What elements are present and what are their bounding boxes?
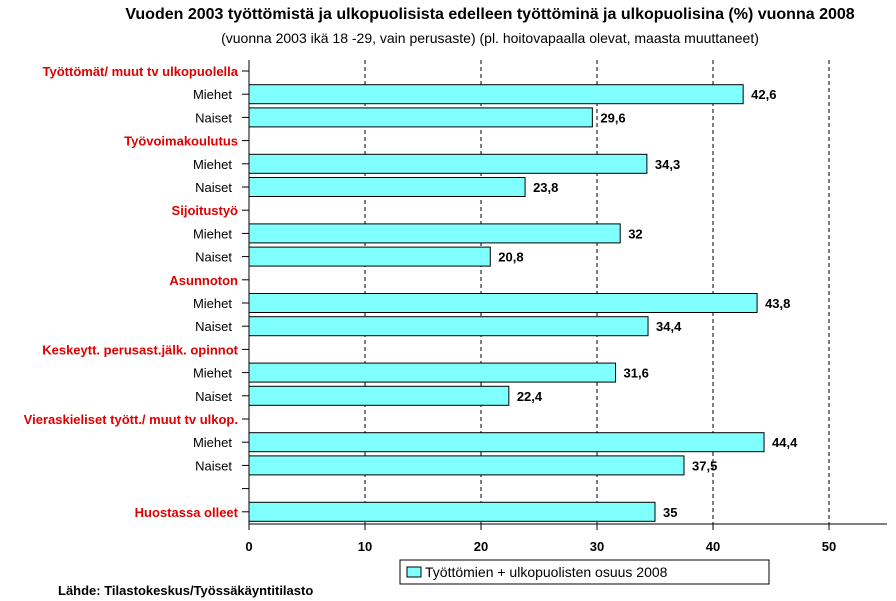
category-label: Miehet [193, 366, 232, 381]
bar [248, 177, 526, 197]
legend-swatch [406, 566, 422, 578]
group-label: Sijoitustyö [172, 203, 239, 218]
x-tick-label-2: 20 [474, 539, 488, 554]
value-label: 35 [663, 505, 677, 520]
plot-area [249, 60, 887, 524]
bar [248, 501, 656, 522]
category-label: Naiset [195, 458, 232, 473]
x-tick-label-1: 10 [358, 539, 372, 554]
x-tick-label-4: 40 [706, 539, 720, 554]
bar [248, 293, 758, 313]
value-label: 23,8 [533, 180, 558, 195]
group-label: Työttömät/ muut tv ulkopuolella [43, 64, 239, 79]
group-label: Huostassa olleet [135, 505, 239, 520]
category-label: Naiset [195, 389, 232, 404]
legend-box [399, 559, 770, 585]
value-label: 43,8 [765, 296, 790, 311]
category-label: Miehet [193, 296, 232, 311]
group-label: Vieraskieliset tyött./ muut tv ulkop. [24, 412, 238, 427]
bar [248, 153, 648, 174]
category-label: Naiset [195, 319, 232, 334]
value-label: 31,6 [624, 366, 649, 381]
value-label: 34,3 [655, 157, 680, 172]
legend: Työttömien + ulkopuolisten osuus 2008 [399, 559, 770, 585]
axes [242, 60, 887, 530]
category-label: Miehet [193, 435, 232, 450]
bar [248, 432, 765, 453]
chart-subtitle: (vuonna 2003 ikä 18 -29, vain perusaste)… [221, 30, 759, 46]
category-label: Naiset [195, 110, 232, 125]
x-tick-label-3: 30 [590, 539, 604, 554]
x-tick-label-5: 50 [822, 539, 836, 554]
value-label: 32 [628, 226, 642, 241]
bar [248, 84, 744, 105]
value-label: 20,8 [498, 250, 523, 265]
bar [248, 455, 685, 476]
value-label: 44,4 [772, 435, 798, 450]
bar [248, 107, 593, 128]
bar [248, 362, 617, 383]
legend-label: Työttömien + ulkopuolisten osuus 2008 [425, 564, 668, 580]
value-labels: 42,6 29,6 34,3 23,8 32 20,8 43,8 34,4 31,6 22,4 44… [498, 87, 798, 520]
value-label: 42,6 [751, 87, 776, 102]
bar [248, 223, 621, 244]
category-label: Miehet [193, 226, 232, 241]
value-label: 34,4 [656, 319, 682, 334]
category-label: Miehet [193, 87, 232, 102]
bar [248, 316, 649, 337]
value-label: 29,6 [600, 110, 625, 125]
category-label: Naiset [195, 250, 232, 265]
value-label: 22,4 [517, 389, 543, 404]
value-label: 37,5 [692, 458, 717, 473]
group-label: Asunnoton [169, 273, 238, 288]
group-label: Keskeytt. perusast.jälk. opinnot [42, 342, 238, 357]
source-note: Lähde: Tilastokeskus/Työssäkäyntitilasto [58, 583, 313, 598]
bars [248, 84, 765, 522]
group-label: Työvoimakoulutus [124, 134, 238, 149]
category-labels: Työttömät/ muut tv ulkopuolella Miehet Nai… [24, 64, 239, 520]
category-label: Miehet [193, 157, 232, 172]
category-label: Naiset [195, 180, 232, 195]
chart-title: Vuoden 2003 työttömistä ja ulkopuolisist… [125, 6, 854, 23]
x-tick-labels: 0 10 20 30 40 50 [245, 539, 836, 554]
bar [248, 385, 510, 406]
x-tick-label-0: 0 [245, 539, 252, 554]
bar [248, 246, 491, 267]
